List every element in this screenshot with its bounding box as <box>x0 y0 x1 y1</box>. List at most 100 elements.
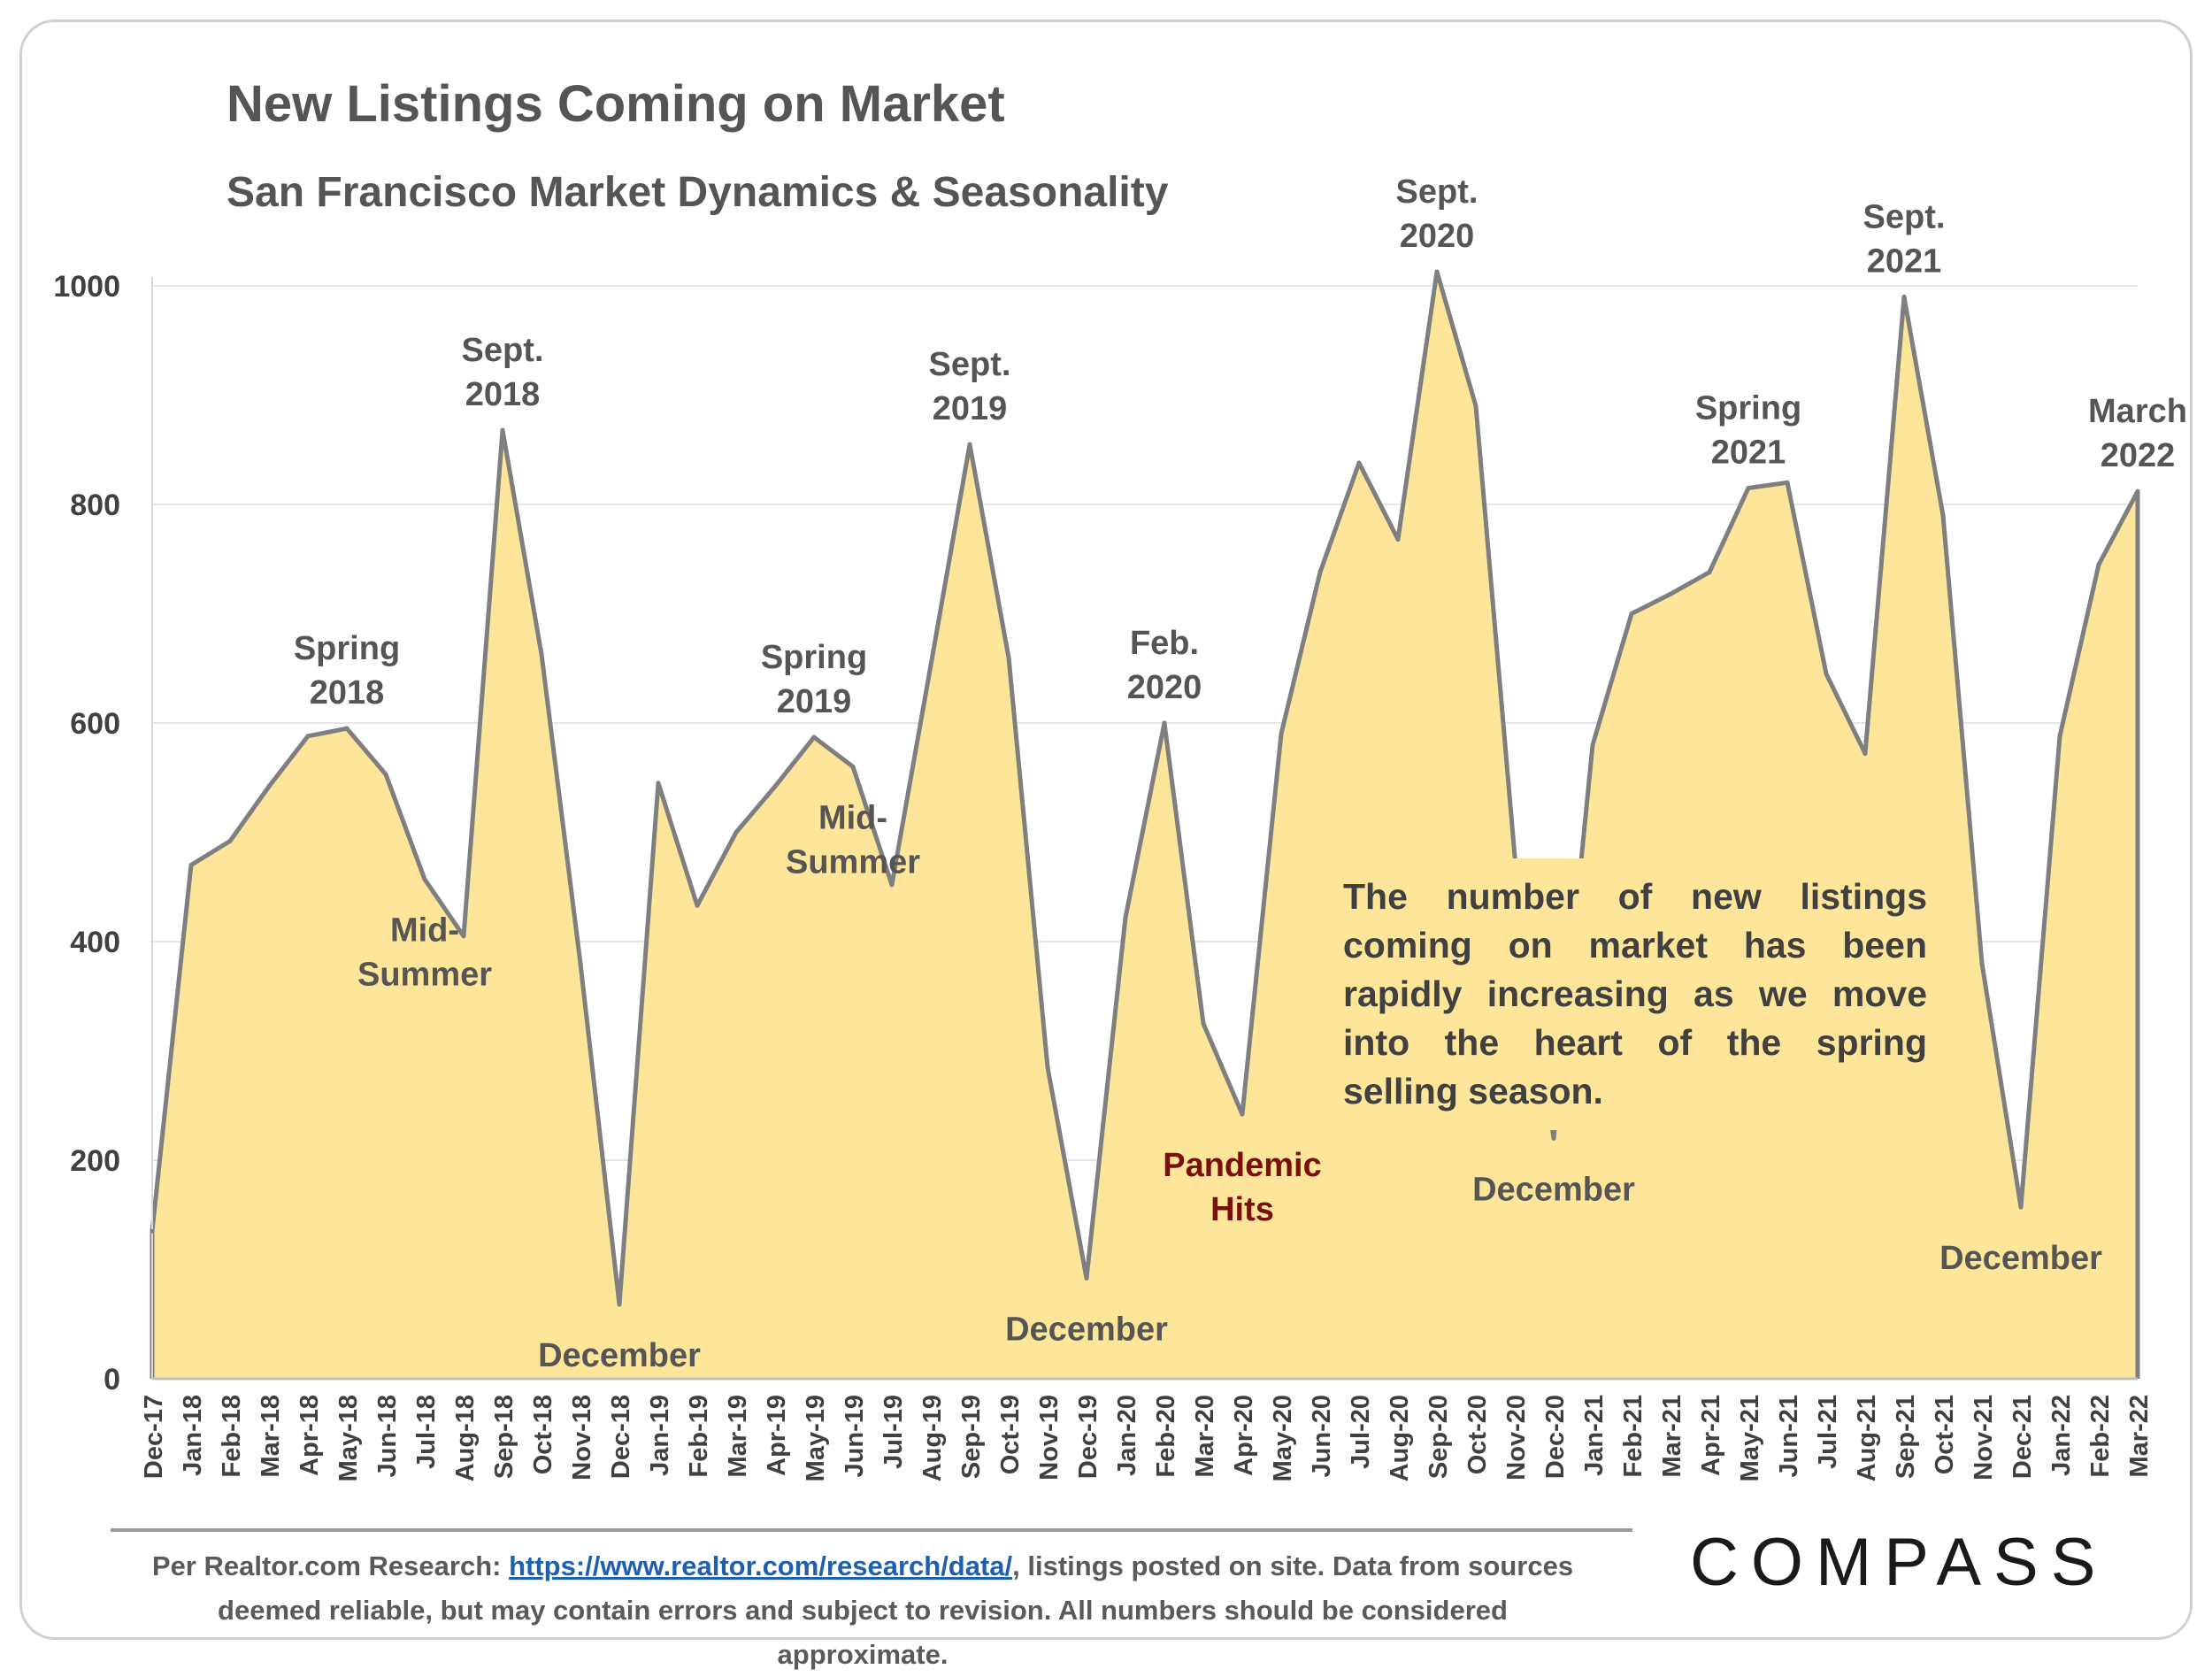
x-tick-label: Dec-19 <box>1074 1395 1102 1479</box>
x-tick-label: Jul-20 <box>1347 1395 1375 1469</box>
x-tick-label: Oct-20 <box>1463 1395 1492 1474</box>
data-point <box>1473 404 1479 409</box>
x-tick-label: Jun-21 <box>1775 1395 1803 1477</box>
x-tick-label: Oct-19 <box>996 1395 1025 1474</box>
annotation-label: 2021 <box>1867 242 1942 280</box>
data-point <box>1901 294 1907 299</box>
annotation-label: Mid- <box>390 912 459 950</box>
data-point <box>578 961 583 966</box>
data-point <box>1551 1135 1556 1141</box>
data-point <box>1240 1112 1245 1117</box>
annotation-label: Hits <box>1210 1191 1274 1228</box>
y-tick-label: 1000 <box>53 270 120 304</box>
x-tick-label: Aug-18 <box>451 1395 480 1481</box>
data-point <box>227 838 233 843</box>
y-tick-label: 200 <box>70 1144 120 1178</box>
x-tick-label: May-18 <box>334 1395 363 1481</box>
data-point <box>967 442 972 447</box>
x-tick-label: Feb-20 <box>1152 1395 1180 1477</box>
data-point <box>383 772 388 777</box>
data-point <box>500 427 505 433</box>
x-tick-label: Mar-18 <box>257 1395 285 1478</box>
data-point <box>188 863 194 868</box>
chart-subtitle: San Francisco Market Dynamics & Seasonal… <box>227 169 1169 216</box>
x-tick-label: Jul-21 <box>1814 1395 1842 1469</box>
data-point <box>850 764 856 769</box>
annotation-label: December <box>1939 1240 2102 1277</box>
x-tick-label: Sep-18 <box>490 1395 518 1479</box>
annotation-label: December <box>538 1337 701 1374</box>
annotation-label: Spring <box>761 639 867 676</box>
x-tick-label: Oct-18 <box>529 1395 557 1474</box>
data-point <box>1863 751 1868 757</box>
x-tick-label: Apr-20 <box>1230 1395 1258 1476</box>
annotation-label: Pandemic <box>1163 1147 1322 1184</box>
x-tick-label: Jan-18 <box>179 1395 207 1476</box>
x-tick-label: Jun-18 <box>373 1395 402 1477</box>
data-point <box>1824 671 1829 676</box>
data-point <box>1123 915 1128 920</box>
data-point <box>1785 480 1790 485</box>
annotation-label: Mid- <box>818 799 887 836</box>
data-point <box>733 830 739 835</box>
x-tick-label: Mar-19 <box>724 1395 752 1478</box>
x-tick-label: Mar-20 <box>1191 1395 1219 1478</box>
annotation-label: March <box>2088 393 2187 430</box>
x-tick-label: Feb-19 <box>685 1395 713 1477</box>
annotation-label: 2018 <box>310 674 385 712</box>
x-tick-label: Mar-21 <box>1658 1395 1686 1478</box>
x-tick-label: Jul-18 <box>412 1395 441 1469</box>
x-tick-label: Apr-18 <box>296 1395 324 1476</box>
data-point <box>1746 485 1751 490</box>
x-tick-label: Feb-18 <box>218 1395 246 1477</box>
x-tick-label: May-20 <box>1269 1395 1297 1481</box>
data-point <box>1162 720 1167 726</box>
data-point <box>772 784 778 789</box>
y-tick-label: 600 <box>70 707 120 741</box>
x-tick-label: Jun-19 <box>841 1395 869 1477</box>
data-point <box>617 1302 622 1307</box>
x-tick-label: Dec-17 <box>140 1395 168 1479</box>
annotation-label: Spring <box>294 630 400 667</box>
data-point <box>1434 269 1440 274</box>
data-point <box>1979 961 1985 966</box>
x-tick-label: May-21 <box>1736 1395 1764 1481</box>
data-point <box>1201 1021 1206 1027</box>
x-tick-label: Aug-19 <box>918 1395 947 1481</box>
data-point <box>1629 612 1634 616</box>
x-tick-label: Nov-19 <box>1035 1395 1064 1481</box>
data-point <box>344 726 349 731</box>
data-point <box>266 784 272 789</box>
annotation-label: December <box>1472 1171 1635 1208</box>
x-tick-label: Sep-20 <box>1425 1395 1453 1479</box>
x-tick-label: Dec-20 <box>1541 1395 1570 1479</box>
annotation-label: Sept. <box>1863 198 1946 235</box>
data-point <box>1395 537 1401 542</box>
data-point <box>305 734 311 739</box>
x-tick-label: Jul-19 <box>879 1395 908 1469</box>
data-point <box>539 651 544 657</box>
x-tick-label: Jun-20 <box>1308 1395 1336 1477</box>
data-point <box>2018 1204 2024 1210</box>
data-point <box>695 903 700 908</box>
annotation-label: Sept. <box>462 332 544 369</box>
x-tick-label: Apr-21 <box>1697 1395 1725 1476</box>
series-line <box>150 269 2140 1307</box>
x-tick-label: Feb-22 <box>2086 1395 2115 1477</box>
footer-prefix: Per Realtor.com Research: <box>151 1550 510 1581</box>
compass-logo: COMPASS <box>1690 1525 2108 1600</box>
data-point <box>1707 570 1712 575</box>
data-point <box>1356 460 1362 465</box>
y-tick-label: 800 <box>70 488 120 522</box>
y-tick-label: 400 <box>70 926 120 959</box>
x-tick-label: Jan-19 <box>646 1395 674 1476</box>
x-tick-label: Mar-22 <box>2125 1395 2154 1478</box>
source-link[interactable]: https://www.realtor.com/research/data/ <box>509 1550 1013 1581</box>
x-tick-label: Jan-21 <box>1580 1395 1609 1476</box>
data-point <box>1668 591 1673 596</box>
data-point <box>889 882 895 888</box>
x-tick-label: Feb-21 <box>1619 1395 1647 1477</box>
x-tick-label: Dec-18 <box>607 1395 635 1479</box>
x-tick-label: Oct-21 <box>1931 1395 1959 1474</box>
annotation-label: Summer <box>357 957 492 994</box>
